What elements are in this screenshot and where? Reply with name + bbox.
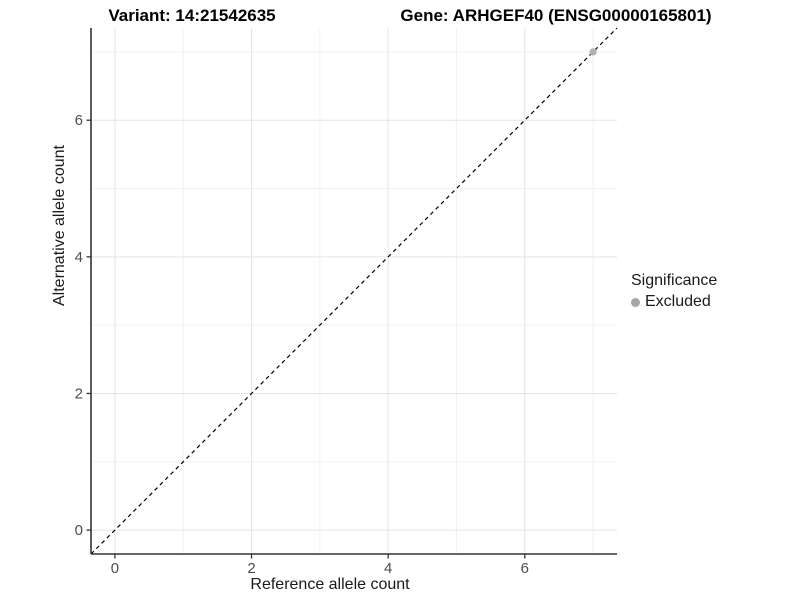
y-tick-label: 0 xyxy=(75,522,83,539)
legend-point-icon xyxy=(631,297,640,307)
y-tick-label: 2 xyxy=(75,385,83,402)
identity-line xyxy=(90,27,618,555)
legend: Significance Excluded xyxy=(631,272,717,311)
x-tick-label: 4 xyxy=(384,560,392,577)
gene-title: Gene: ARHGEF40 (ENSG00000165801) xyxy=(400,6,712,25)
variant-title: Variant: 14:21542635 xyxy=(108,6,276,25)
y-tick-label: 6 xyxy=(75,112,83,129)
y-tick-label: 4 xyxy=(75,249,83,266)
x-tick-label: 2 xyxy=(247,560,255,577)
legend-title: Significance xyxy=(631,272,718,289)
data-point xyxy=(589,48,597,56)
legend-item-label: Excluded xyxy=(645,293,711,310)
x-tick-label: 6 xyxy=(521,560,529,577)
x-axis-label: Reference allele count xyxy=(250,576,410,593)
legend-item-excluded: Excluded xyxy=(631,293,717,311)
x-tick-label: 0 xyxy=(111,560,119,577)
